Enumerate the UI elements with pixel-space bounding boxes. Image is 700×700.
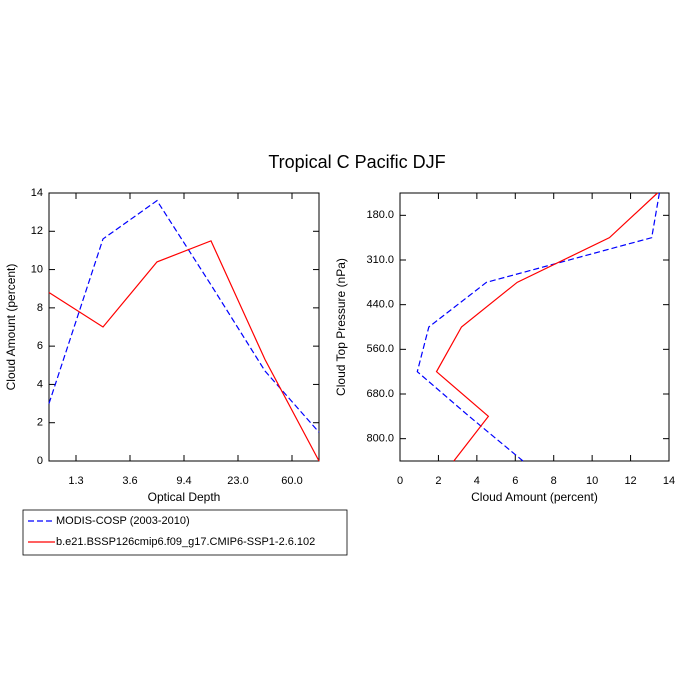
y-tick-label: 560.0: [366, 343, 394, 355]
legend-box: [22, 509, 348, 556]
legend-label: b.e21.BSSP126cmip6.f09_g17.CMIP6-SSP1-2.…: [56, 536, 315, 548]
plot-frame: [48, 192, 320, 462]
y-tick-label: 440.0: [366, 299, 394, 311]
y-tick-label: 6: [37, 340, 43, 352]
y-tick-label: 680.0: [366, 388, 394, 400]
x-tick-label: 4: [474, 475, 480, 487]
y-tick-label: 310.0: [366, 254, 394, 266]
series-line: [48, 240, 320, 462]
y-tick-label: 180.0: [366, 209, 394, 221]
x-tick-label: 10: [586, 475, 598, 487]
x-axis-title: Cloud Amount (percent): [471, 490, 598, 504]
x-tick-label: 9.4: [176, 475, 191, 487]
y-tick-label: 4: [37, 378, 43, 390]
y-tick-label: 12: [31, 225, 43, 237]
x-tick-label: 8: [551, 475, 557, 487]
x-tick-label: 14: [663, 475, 675, 487]
y-tick-label: 0: [37, 455, 43, 467]
series-line: [435, 192, 658, 462]
y-tick-label: 10: [31, 263, 43, 275]
x-tick-label: 0: [397, 475, 403, 487]
figure-title: Tropical C Pacific DJF: [268, 152, 445, 172]
y-tick-label: 2: [37, 417, 43, 429]
series-line: [416, 192, 660, 462]
y-tick-label: 8: [37, 302, 43, 314]
x-tick-label: 12: [624, 475, 636, 487]
x-axis-title: Optical Depth: [148, 490, 221, 504]
x-tick-label: 6: [512, 475, 518, 487]
series-line: [48, 199, 320, 433]
x-tick-label: 1.3: [68, 475, 83, 487]
y-tick-label: 800.0: [366, 433, 394, 445]
legend-label: MODIS-COSP (2003-2010): [56, 515, 190, 527]
y-axis-title: Cloud Amount (percent): [4, 264, 18, 391]
plot-frame: [399, 192, 670, 462]
y-tick-label: 14: [31, 187, 43, 199]
x-tick-label: 60.0: [281, 475, 302, 487]
y-axis-title: Cloud Top Pressure (nPa): [334, 258, 348, 396]
x-tick-label: 3.6: [122, 475, 137, 487]
x-tick-label: 23.0: [227, 475, 248, 487]
x-tick-label: 2: [435, 475, 441, 487]
